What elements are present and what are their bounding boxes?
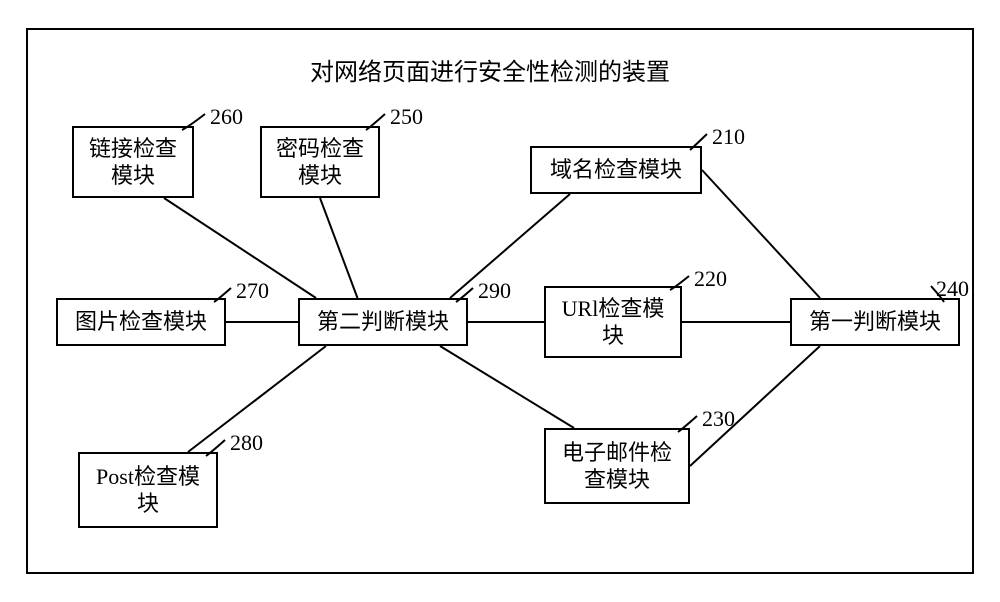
node-link-check: 链接检查模块: [72, 126, 194, 198]
node-second-judge: 第二判断模块: [298, 298, 468, 346]
ref-270: 270: [236, 278, 269, 304]
node-label: 链接检查模块: [89, 135, 177, 190]
node-label: 电子邮件检查模块: [562, 439, 672, 494]
node-url-check: URl检查模块: [544, 286, 682, 358]
ref-280: 280: [230, 430, 263, 456]
node-email-check: 电子邮件检查模块: [544, 428, 690, 504]
ref-290: 290: [478, 278, 511, 304]
ref-240: 240: [936, 276, 969, 302]
ref-260: 260: [210, 104, 243, 130]
ref-230: 230: [702, 406, 735, 432]
diagram-title: 对网络页面进行安全性检测的装置: [310, 52, 670, 87]
node-label: URl检查模块: [562, 295, 665, 350]
node-label: Post检查模块: [96, 463, 200, 518]
ref-220: 220: [694, 266, 727, 292]
diagram-canvas: 对网络页面进行安全性检测的装置 链接检查模块 密码检查模块 域名检查模块 图片检…: [0, 0, 1000, 602]
node-label: 域名检查模块: [550, 156, 682, 184]
node-domain-check: 域名检查模块: [530, 146, 702, 194]
node-password-check: 密码检查模块: [260, 126, 380, 198]
ref-210: 210: [712, 124, 745, 150]
node-image-check: 图片检查模块: [56, 298, 226, 346]
node-label: 第二判断模块: [317, 308, 449, 336]
node-first-judge: 第一判断模块: [790, 298, 960, 346]
node-label: 第一判断模块: [809, 308, 941, 336]
node-label: 图片检查模块: [75, 308, 207, 336]
node-post-check: Post检查模块: [78, 452, 218, 528]
node-label: 密码检查模块: [276, 135, 364, 190]
ref-250: 250: [390, 104, 423, 130]
